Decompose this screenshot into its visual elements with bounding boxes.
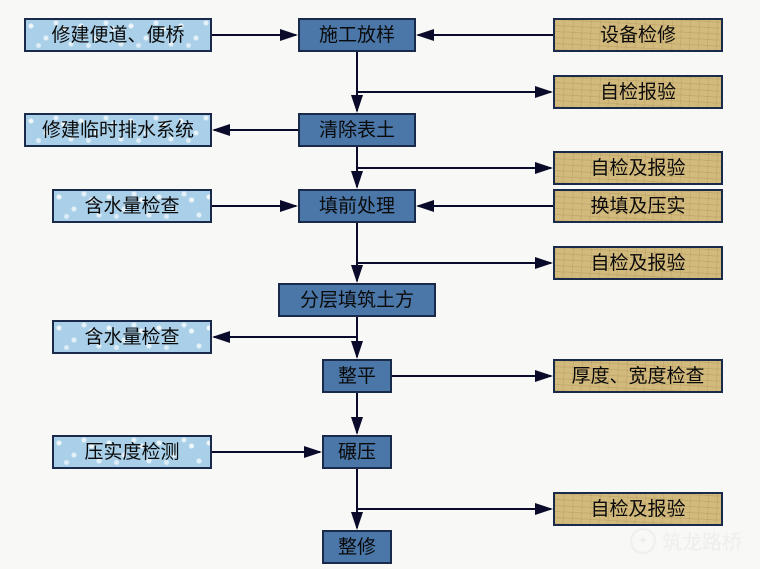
node-construction-layout: 施工放样 [298, 18, 416, 52]
node-temp-drainage: 修建临时排水系统 [24, 113, 212, 147]
node-self-inspect-3: 自检及报验 [553, 246, 723, 280]
node-moisture-check-1: 含水量检查 [52, 189, 212, 223]
node-equipment-check: 设备检修 [553, 18, 723, 52]
node-compaction-test: 压实度检测 [52, 435, 212, 469]
watermark: ✦ 筑龙路桥 [630, 526, 742, 555]
node-thickness-width-check: 厚度、宽度检查 [553, 359, 723, 393]
node-self-inspect-4: 自检及报验 [553, 492, 723, 526]
node-remove-topsoil: 清除表土 [298, 113, 416, 147]
node-prefill-treatment: 填前处理 [298, 189, 416, 223]
node-rolling: 碾压 [322, 435, 392, 469]
node-self-inspect-1: 自检报验 [553, 75, 723, 109]
node-replace-fill: 换填及压实 [553, 189, 723, 223]
node-build-access-road: 修建便道、便桥 [24, 18, 212, 52]
node-trimming: 整修 [322, 530, 392, 564]
watermark-text: 筑龙路桥 [662, 526, 742, 555]
node-self-inspect-2: 自检及报验 [553, 151, 723, 185]
node-leveling: 整平 [322, 359, 392, 393]
node-moisture-check-2: 含水量检查 [52, 320, 212, 354]
flowchart-canvas: { "type": "flowchart", "canvas": { "widt… [0, 0, 760, 569]
wechat-icon: ✦ [630, 528, 656, 554]
node-layered-fill: 分层填筑土方 [278, 283, 436, 317]
